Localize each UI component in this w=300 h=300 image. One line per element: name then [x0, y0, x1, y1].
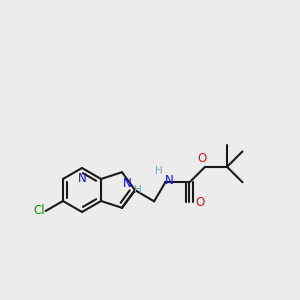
Text: N: N	[78, 172, 86, 184]
Text: O: O	[197, 152, 207, 165]
Text: N: N	[165, 174, 174, 187]
Text: N: N	[123, 177, 131, 190]
Text: O: O	[196, 196, 205, 209]
Text: H: H	[134, 185, 142, 195]
Text: H: H	[155, 167, 163, 176]
Text: Cl: Cl	[34, 205, 45, 218]
